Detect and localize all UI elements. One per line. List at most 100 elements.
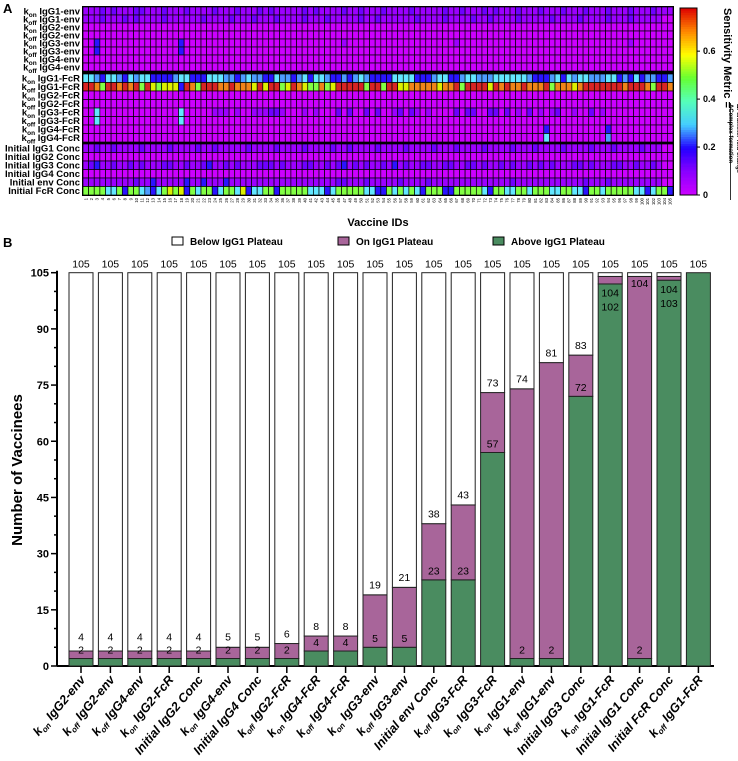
heatmap-cell [268, 133, 275, 143]
heatmap-cell [256, 99, 264, 109]
heatmap-cell [515, 152, 522, 162]
heatmap-cell [560, 160, 567, 170]
heatmap-cell [161, 73, 168, 83]
vaccine-id-tick-label: 3 [95, 197, 100, 200]
heatmap-cell [650, 38, 657, 48]
heatmap-cell [487, 14, 494, 24]
heatmap-cell [504, 6, 511, 16]
heatmap-cell [268, 124, 275, 134]
heatmap-cell [520, 38, 528, 48]
bar-on-plateau-cumulative-label: 4 [107, 631, 113, 643]
heatmap-cell [453, 46, 460, 56]
heatmap-cell [341, 90, 348, 100]
heatmap-cell [138, 152, 146, 162]
bar-stack [450, 272, 476, 667]
heatmap-cell [172, 99, 179, 109]
heatmap-cell [211, 99, 219, 109]
heatmap-cell [363, 46, 370, 56]
heatmap-cell [622, 107, 629, 117]
heatmap-cell [593, 124, 601, 134]
heatmap-cell [211, 30, 219, 40]
heatmap-cell [329, 116, 337, 126]
heatmap-cell [532, 22, 539, 32]
heatmap-cell [346, 14, 354, 24]
heatmap-cell [638, 143, 646, 153]
heatmap-cell [200, 169, 207, 179]
legend-label: On IgG1 Plateau [356, 237, 433, 248]
heatmap-cell [464, 177, 472, 187]
heatmap-cell [324, 46, 331, 56]
heatmap-cell [644, 54, 651, 64]
colorbar-segment [680, 162, 697, 165]
heatmap-cell [239, 160, 247, 170]
heatmap-cell [419, 124, 427, 134]
heatmap-cell [402, 14, 410, 24]
heatmap-cell [329, 133, 337, 143]
heatmap-cell [99, 107, 106, 117]
heatmap-cell [554, 82, 561, 92]
heatmap-cell [200, 152, 207, 162]
colorbar-segment [680, 89, 697, 93]
heatmap-cell [239, 124, 247, 134]
heatmap-cell [341, 99, 348, 109]
heatmap-cell [543, 99, 550, 109]
heatmap-cell [610, 90, 618, 100]
bar-above-plateau-label: 103 [660, 298, 678, 310]
heatmap-cell [144, 116, 151, 126]
bar-on-plateau-cumulative-label: 73 [487, 377, 499, 389]
heatmap-cell [127, 22, 134, 32]
heatmap-cell [88, 46, 95, 56]
heatmap-cell [627, 14, 635, 24]
heatmap-cell [82, 30, 89, 40]
colorbar-segment [680, 31, 697, 35]
heatmap-cell [223, 22, 230, 32]
colorbar-segment [680, 113, 697, 116]
colorbar-segment [680, 75, 697, 79]
heatmap-cell [475, 38, 483, 48]
heatmap-cell [313, 143, 320, 153]
heatmap-cell [492, 143, 500, 153]
heatmap-cell [526, 46, 533, 56]
heatmap-cell [549, 169, 556, 179]
heatmap-cell [251, 30, 258, 40]
heatmap-cell [228, 46, 236, 56]
heatmap-cell [335, 6, 342, 16]
heatmap-cell [667, 30, 674, 40]
heatmap-cell [88, 54, 95, 64]
heatmap-cell [369, 169, 376, 179]
heatmap-cell [655, 152, 663, 162]
heatmap-cell [470, 133, 477, 143]
bar-below-plateau [421, 272, 447, 525]
heatmap-cell [599, 14, 606, 24]
heatmap-cell [498, 143, 505, 153]
heatmap-cell [262, 177, 269, 187]
heatmap-cell [206, 62, 213, 72]
colorbar-segment [680, 117, 697, 121]
heatmap-cell [571, 107, 578, 117]
heatmap-cell [532, 107, 539, 117]
heatmap-cell [116, 6, 123, 16]
heatmap-cell [228, 116, 236, 126]
heatmap-cell [290, 6, 297, 16]
heatmap-cell [655, 38, 663, 48]
heatmap-cell [223, 116, 230, 126]
heatmap-cell [515, 46, 522, 56]
heatmap-cell [543, 73, 550, 83]
heatmap-cell [301, 133, 309, 143]
heatmap-cell [464, 116, 472, 126]
heatmap-cell [532, 124, 539, 134]
heatmap-cell [655, 30, 663, 40]
heatmap-cell [537, 90, 545, 100]
heatmap-cell [262, 99, 269, 109]
row-label-subscript: off [28, 36, 37, 43]
heatmap-cell [554, 133, 561, 143]
heatmap-cell [470, 99, 477, 109]
heatmap-cell [279, 6, 286, 16]
heatmap-cell [144, 186, 151, 196]
heatmap-cell [498, 30, 505, 40]
heatmap-cell [166, 152, 174, 162]
heatmap-cell [475, 143, 483, 153]
heatmap-cell [138, 169, 146, 179]
colorbar-segment [680, 12, 697, 16]
heatmap-cell [638, 22, 646, 32]
